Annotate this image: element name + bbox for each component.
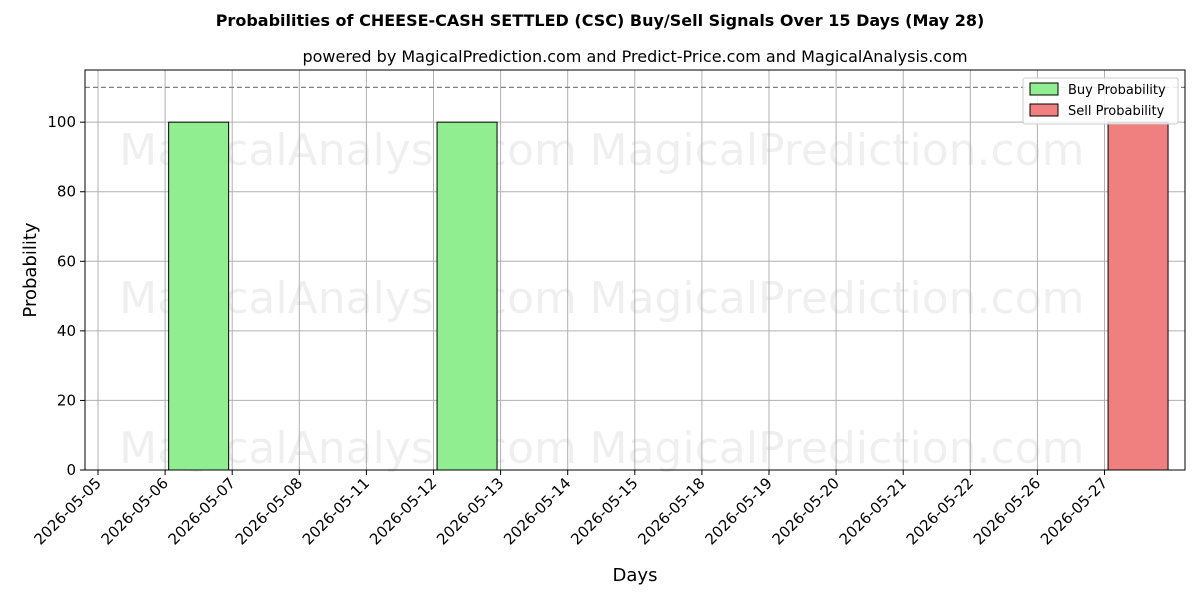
legend-label-buy: Buy Probability xyxy=(1068,83,1166,98)
x-tick-label: 2026-05-05 xyxy=(30,474,104,548)
x-tick-label: 2026-05-20 xyxy=(769,474,843,548)
x-axis-ticks: 2026-05-052026-05-062026-05-072026-05-08… xyxy=(30,470,1111,548)
x-tick-label: 2026-05-12 xyxy=(366,474,440,548)
y-tick-label: 0 xyxy=(66,461,76,479)
chart-subtitle: powered by MagicalPrediction.com and Pre… xyxy=(302,47,967,66)
watermark-text: MagicalPrediction.com xyxy=(590,423,1085,474)
x-tick-label: 2026-05-08 xyxy=(232,474,306,548)
x-tick-label: 2026-05-19 xyxy=(701,474,775,548)
y-tick-label: 80 xyxy=(57,183,76,201)
chart-title: Probabilities of CHEESE-CASH SETTLED (CS… xyxy=(216,11,985,30)
legend: Buy Probability Sell Probability xyxy=(1022,77,1179,125)
bars-layer xyxy=(168,121,1169,471)
x-tick-label: 2026-05-21 xyxy=(836,474,910,548)
y-tick-label: 20 xyxy=(57,391,76,409)
legend-swatch-sell xyxy=(1029,103,1059,117)
legend-box xyxy=(1022,77,1179,125)
x-tick-label: 2026-05-22 xyxy=(903,474,977,548)
x-tick-label: 2026-05-15 xyxy=(567,474,641,548)
x-tick-label: 2026-05-06 xyxy=(98,474,172,548)
bar-sell-2026-05-27 xyxy=(1107,121,1169,471)
x-axis-label: Days xyxy=(613,565,658,586)
x-tick-label: 2026-05-27 xyxy=(1037,474,1111,548)
y-axis-label: Probability xyxy=(20,222,41,317)
y-axis-ticks: 0 20 40 60 80 100 xyxy=(47,113,85,479)
x-tick-label: 2026-05-11 xyxy=(299,474,373,548)
x-tick-label: 2026-05-07 xyxy=(165,474,239,548)
legend-swatch-buy xyxy=(1029,82,1059,96)
x-tick-label: 2026-05-14 xyxy=(500,474,574,548)
legend-label-sell: Sell Probability xyxy=(1068,104,1165,119)
grid-layer xyxy=(85,70,1185,471)
x-tick-label: 2026-05-26 xyxy=(970,474,1044,548)
watermark-text: MagicalPrediction.com xyxy=(590,125,1085,176)
y-tick-label: 40 xyxy=(57,322,76,340)
watermark-layer: MagicalAnalysis.com MagicalPrediction.com… xyxy=(119,125,1084,474)
watermark-text: MagicalPrediction.com xyxy=(590,273,1085,324)
x-tick-label: 2026-05-13 xyxy=(433,474,507,548)
y-tick-label: 60 xyxy=(57,252,76,270)
y-tick-label: 100 xyxy=(47,113,76,131)
bar-buy-2026-05-06 xyxy=(168,121,230,471)
bar-buy-2026-05-12 xyxy=(436,121,498,471)
x-tick-label: 2026-05-18 xyxy=(634,474,708,548)
